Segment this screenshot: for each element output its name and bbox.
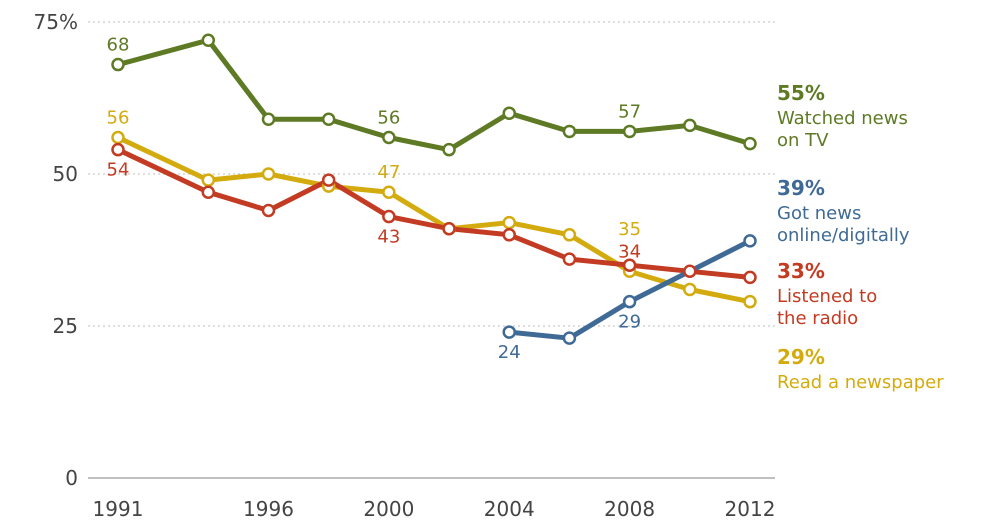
data-point (743, 294, 757, 309)
y-tick-label: 75% (34, 10, 78, 34)
data-point (502, 325, 516, 339)
data-point (562, 331, 577, 345)
data-point (562, 252, 577, 266)
end-label-value: 33% (777, 259, 825, 283)
data-point (382, 209, 396, 224)
end-label-name: on TV (777, 130, 829, 151)
data-point (201, 173, 216, 187)
data-point (683, 118, 697, 133)
data-label: 29 (618, 312, 641, 333)
end-label-value: 29% (777, 345, 825, 369)
data-point (382, 185, 396, 199)
x-tick-label: 1991 (93, 497, 144, 521)
data-point (111, 142, 125, 157)
x-axis: 1991 1996 2000 2004 2008 2012 (93, 497, 776, 521)
data-point (201, 33, 216, 47)
x-tick-label: 2008 (604, 497, 655, 521)
data-point (562, 228, 577, 242)
data-label: 43 (377, 227, 400, 248)
data-point (321, 112, 336, 127)
data-point (111, 130, 125, 145)
series-line-listened-to-the-radio (115, 147, 753, 280)
data-point (261, 203, 276, 218)
data-point (321, 173, 336, 187)
data-label: 56 (377, 108, 400, 129)
data-point (743, 270, 757, 285)
end-label-name: online/digitally (777, 225, 910, 246)
data-label: 56 (107, 108, 130, 129)
x-tick-label: 2012 (725, 497, 776, 521)
end-label-value: 55% (777, 81, 825, 105)
data-point (743, 234, 757, 248)
data-point (442, 221, 456, 236)
end-label-name: Watched news (777, 108, 908, 129)
data-point (743, 136, 757, 151)
data-point (622, 294, 637, 309)
data-point (442, 142, 456, 157)
series-points (111, 33, 757, 345)
series-line-watched-news-on-tv (115, 37, 753, 153)
data-label: 34 (618, 241, 641, 262)
data-label: 57 (618, 101, 641, 122)
data-point (622, 258, 637, 272)
data-point (683, 264, 697, 279)
y-tick-label: 25 (53, 314, 78, 338)
data-point (683, 282, 697, 297)
data-point (261, 167, 276, 181)
data-labels: 68 56 57 56 47 35 54 43 34 24 29 (107, 35, 642, 364)
data-point (502, 215, 516, 230)
data-point (201, 185, 216, 199)
y-tick-label: 0 (65, 466, 78, 490)
data-point (502, 106, 516, 120)
data-label: 68 (107, 35, 130, 56)
grid (88, 21, 775, 479)
data-label: 47 (377, 162, 400, 183)
end-label-name: the radio (777, 308, 858, 329)
end-label-name: Listened to (777, 286, 877, 307)
end-label-name: Got news (777, 203, 861, 224)
x-tick-label: 2000 (363, 497, 414, 521)
data-label: 35 (618, 219, 641, 240)
data-label: 54 (107, 160, 130, 181)
data-point (622, 124, 637, 139)
y-axis: 75% 50 25 0 (34, 10, 78, 490)
data-label: 24 (498, 342, 521, 363)
x-tick-label: 1996 (243, 497, 294, 521)
series-line-read-a-newspaper (115, 135, 753, 305)
x-tick-label: 2004 (484, 497, 535, 521)
data-point (382, 130, 396, 145)
data-point (502, 228, 516, 242)
data-point (562, 124, 577, 139)
data-point (261, 112, 276, 127)
data-point (111, 57, 125, 72)
end-label-name: Read a newspaper (777, 372, 944, 393)
end-label-value: 39% (777, 176, 825, 200)
y-tick-label: 50 (53, 162, 78, 186)
